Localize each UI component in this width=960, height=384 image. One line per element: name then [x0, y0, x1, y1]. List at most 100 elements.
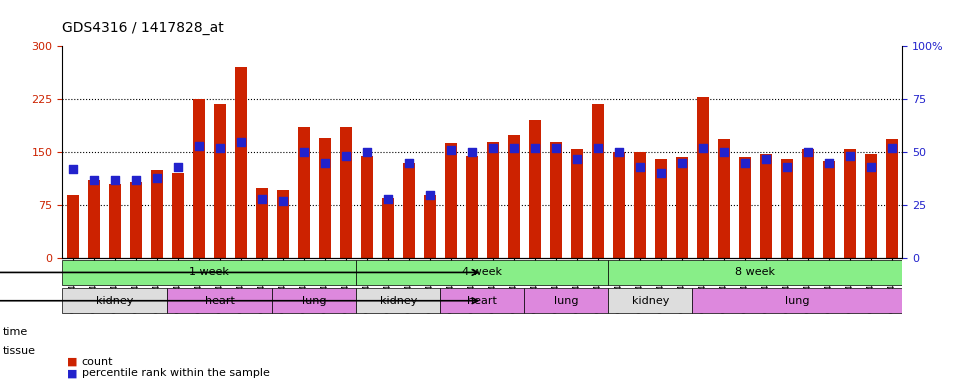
Point — [801, 149, 816, 155]
Point — [569, 156, 585, 162]
Point — [338, 153, 353, 159]
Bar — [298, 127, 310, 258]
FancyBboxPatch shape — [356, 260, 609, 285]
Point — [633, 164, 648, 170]
FancyBboxPatch shape — [692, 288, 902, 313]
Text: lung: lung — [302, 296, 326, 306]
Point — [842, 153, 857, 159]
Text: kidney: kidney — [96, 296, 133, 306]
Text: kidney: kidney — [632, 296, 669, 306]
Bar — [151, 170, 163, 258]
FancyBboxPatch shape — [356, 288, 441, 313]
Point — [191, 143, 206, 149]
Bar — [193, 99, 205, 258]
FancyBboxPatch shape — [524, 288, 609, 313]
Bar — [885, 139, 899, 258]
Point — [129, 177, 144, 183]
Text: time: time — [3, 327, 28, 337]
Bar — [780, 159, 793, 258]
Point — [212, 145, 228, 151]
Point — [465, 149, 480, 155]
Bar — [255, 187, 268, 258]
Point — [444, 147, 459, 153]
Point — [149, 175, 164, 181]
Point — [780, 164, 795, 170]
Bar — [466, 156, 478, 258]
Bar — [529, 120, 541, 258]
Point — [737, 160, 753, 166]
Text: tissue: tissue — [3, 346, 36, 356]
Text: heart: heart — [468, 296, 497, 306]
Point — [359, 149, 374, 155]
Bar — [361, 156, 373, 258]
Point — [590, 145, 606, 151]
Bar — [697, 97, 709, 258]
Text: kidney: kidney — [380, 296, 417, 306]
Bar — [823, 161, 835, 258]
Point — [422, 192, 438, 198]
Bar — [717, 139, 731, 258]
Bar — [655, 159, 667, 258]
Point — [317, 160, 332, 166]
Point — [276, 198, 291, 204]
Point — [695, 145, 710, 151]
Point — [86, 177, 102, 183]
Bar — [130, 182, 142, 258]
Point — [297, 149, 312, 155]
FancyBboxPatch shape — [62, 288, 167, 313]
Point — [380, 196, 396, 202]
Bar — [214, 104, 227, 258]
Point — [401, 160, 417, 166]
Bar — [108, 184, 121, 258]
Text: lung: lung — [785, 296, 809, 306]
Text: GDS4316 / 1417828_at: GDS4316 / 1417828_at — [62, 21, 224, 35]
Bar — [487, 142, 499, 258]
FancyBboxPatch shape — [441, 288, 524, 313]
Text: 8 week: 8 week — [735, 267, 776, 277]
Bar — [444, 143, 457, 258]
Bar — [319, 138, 331, 258]
Text: percentile rank within the sample: percentile rank within the sample — [82, 368, 270, 378]
Point — [548, 145, 564, 151]
FancyBboxPatch shape — [609, 260, 902, 285]
Bar — [340, 127, 352, 258]
Point — [863, 164, 878, 170]
Point — [170, 164, 185, 170]
Bar — [634, 152, 646, 258]
Bar — [570, 149, 584, 258]
Bar — [402, 163, 416, 258]
Bar — [276, 190, 289, 258]
Text: ■: ■ — [67, 368, 78, 378]
Point — [527, 145, 542, 151]
Point — [506, 145, 521, 151]
Point — [254, 196, 270, 202]
Bar — [66, 195, 79, 258]
Point — [716, 149, 732, 155]
Bar — [87, 180, 100, 258]
Bar — [423, 195, 436, 258]
Point — [612, 149, 627, 155]
Bar — [844, 149, 856, 258]
Bar — [802, 149, 814, 258]
Text: ■: ■ — [67, 357, 78, 367]
Text: lung: lung — [554, 296, 579, 306]
Bar — [172, 174, 184, 258]
FancyBboxPatch shape — [167, 288, 273, 313]
Bar — [508, 134, 520, 258]
Point — [65, 166, 81, 172]
Point — [758, 156, 774, 162]
Bar — [865, 154, 877, 258]
Point — [108, 177, 123, 183]
FancyBboxPatch shape — [609, 288, 692, 313]
Bar — [234, 67, 248, 258]
Text: 1 week: 1 week — [189, 267, 229, 277]
Bar — [612, 152, 625, 258]
Point — [485, 145, 500, 151]
FancyBboxPatch shape — [273, 288, 356, 313]
Text: 4 week: 4 week — [463, 267, 502, 277]
Bar — [382, 198, 395, 258]
Text: count: count — [82, 357, 113, 367]
Bar — [549, 142, 563, 258]
FancyBboxPatch shape — [62, 260, 356, 285]
Bar — [676, 157, 688, 258]
